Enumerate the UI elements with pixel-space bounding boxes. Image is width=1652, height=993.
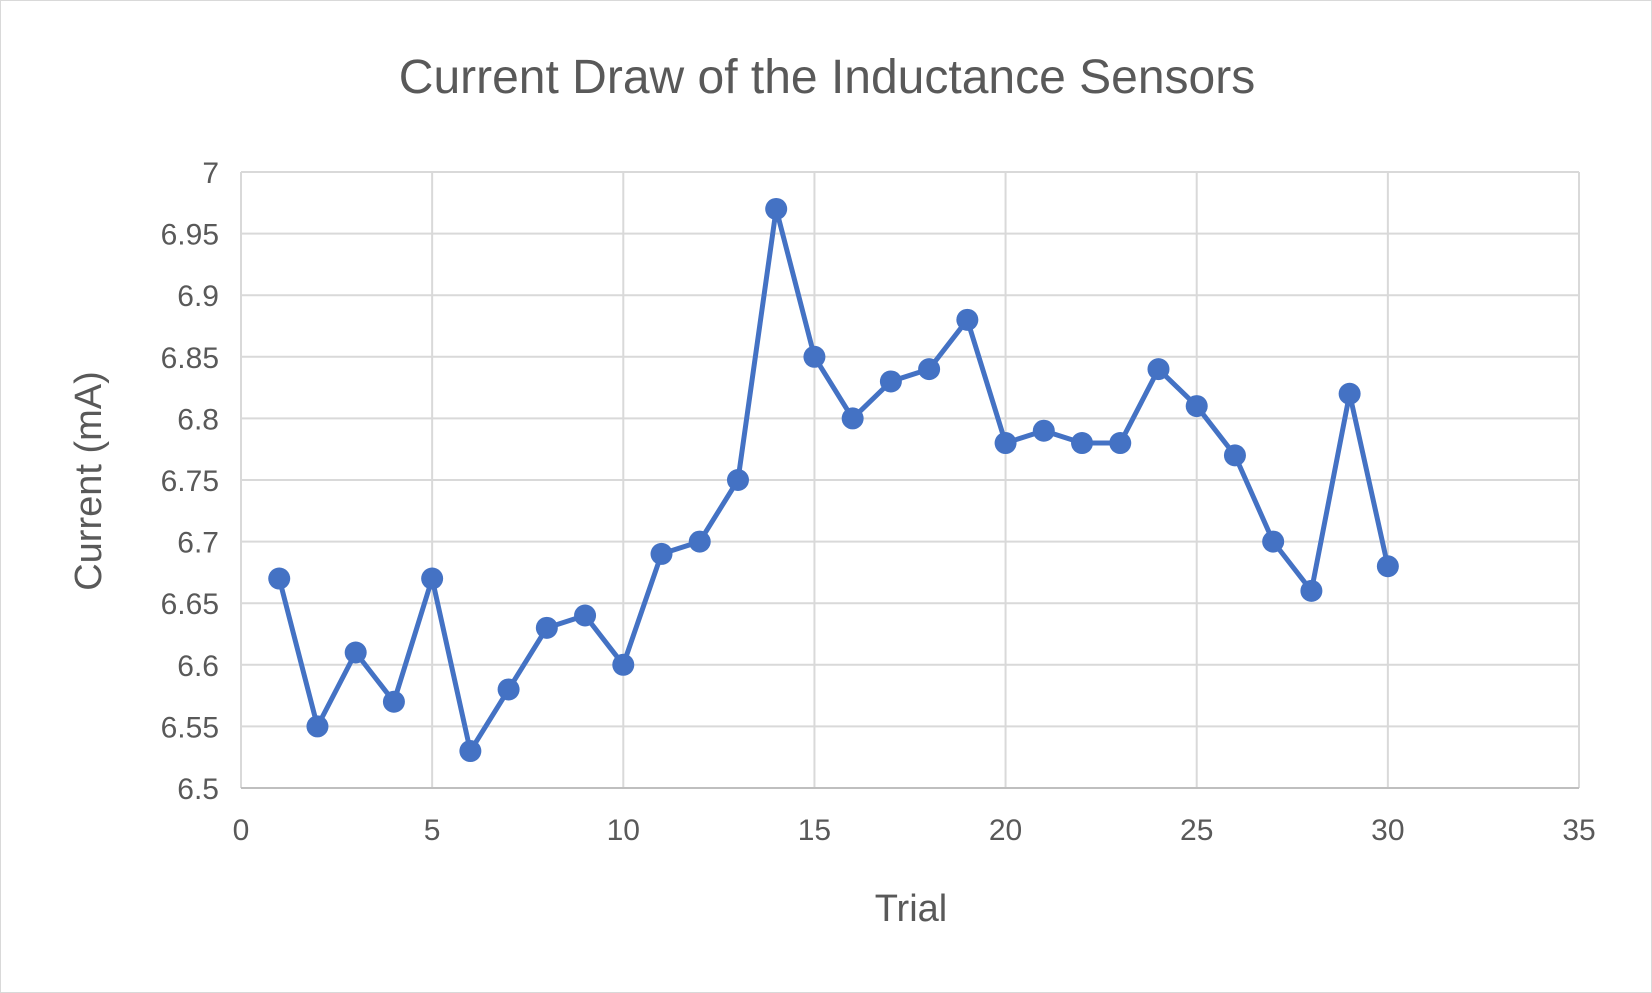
data-point <box>344 641 367 664</box>
data-point <box>268 567 291 590</box>
y-tick-label: 6.6 <box>177 650 219 683</box>
data-series <box>268 197 1399 763</box>
data-point <box>1223 444 1246 467</box>
x-tick-label: 30 <box>1371 814 1404 847</box>
x-tick-label: 20 <box>989 814 1022 847</box>
x-tick-label: 35 <box>1562 814 1595 847</box>
data-point <box>918 358 941 381</box>
y-tick-label: 6.7 <box>177 527 219 560</box>
data-point <box>382 690 405 713</box>
x-tick-label: 5 <box>424 814 441 847</box>
y-tick-label: 6.9 <box>177 280 219 313</box>
y-tick-label: 6.95 <box>161 219 219 252</box>
x-tick-label: 10 <box>607 814 640 847</box>
y-tick-label: 7 <box>202 157 219 190</box>
x-tick-label: 15 <box>798 814 831 847</box>
y-tick-label: 6.75 <box>161 465 219 498</box>
data-point <box>650 542 673 565</box>
data-point <box>994 432 1017 455</box>
data-point <box>726 469 749 491</box>
data-point <box>1262 530 1285 553</box>
x-tick-label: 0 <box>233 814 250 847</box>
x-axis-title: Trial <box>875 888 947 930</box>
data-point <box>1376 555 1399 578</box>
x-tick-label: 25 <box>1180 814 1213 847</box>
y-tick-label: 6.8 <box>177 403 219 436</box>
data-point <box>574 604 597 627</box>
data-point <box>688 530 711 553</box>
y-axis-title: Current (mA) <box>68 371 110 591</box>
data-point <box>1071 432 1094 455</box>
data-point <box>1032 419 1055 442</box>
data-point <box>612 653 635 676</box>
y-tick-label: 6.85 <box>161 342 219 375</box>
data-point <box>879 370 902 393</box>
gridlines <box>240 171 1580 789</box>
data-point <box>306 715 329 738</box>
data-point <box>841 407 864 430</box>
data-point <box>956 308 979 331</box>
y-tick-label: 6.5 <box>177 773 219 806</box>
data-point <box>497 678 520 701</box>
y-tick-label: 6.55 <box>161 711 219 744</box>
data-point <box>1338 382 1361 405</box>
data-point <box>803 345 826 368</box>
chart-title: Current Draw of the Inductance Sensors <box>399 51 1255 104</box>
y-tick-label: 6.65 <box>161 588 219 621</box>
data-point <box>1109 432 1132 455</box>
data-point <box>421 567 444 590</box>
data-point <box>535 616 558 639</box>
tick-labels: 6.5 6.55 6.6 6.65 6.7 6.75 6.8 6.85 6.9 6.95 7 0 5 10… <box>161 157 1596 847</box>
data-point <box>1300 579 1323 602</box>
data-point <box>1185 395 1208 418</box>
data-point <box>459 740 482 763</box>
data-point <box>765 197 788 220</box>
data-point <box>1147 358 1170 381</box>
